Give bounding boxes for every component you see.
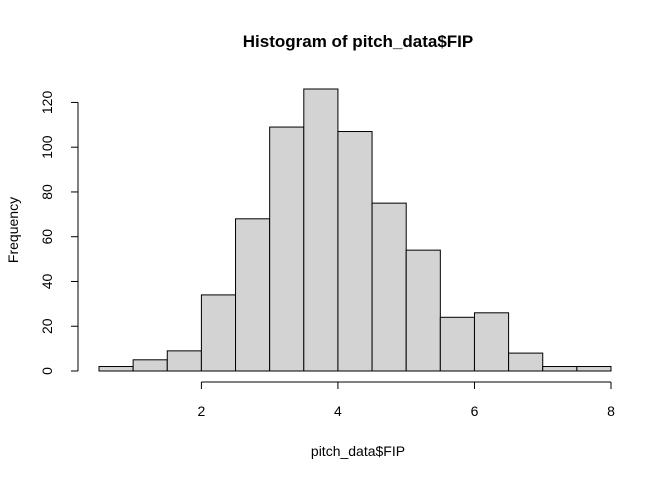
y-axis: 0 20 40 60 80 100 120 bbox=[39, 91, 79, 375]
histogram-bar bbox=[166, 350, 202, 372]
y-tick-label: 60 bbox=[39, 229, 55, 245]
histogram-bar bbox=[576, 366, 612, 372]
histogram-bar bbox=[439, 316, 475, 372]
histogram-bar bbox=[200, 294, 237, 372]
histogram-bar bbox=[98, 366, 134, 372]
histogram-bar bbox=[337, 131, 373, 372]
y-tick-label: 20 bbox=[39, 318, 55, 334]
histogram-bar bbox=[371, 202, 407, 372]
histogram-bar bbox=[508, 352, 544, 372]
histogram-bar bbox=[303, 88, 339, 372]
x-tick-label: 8 bbox=[607, 403, 615, 419]
histogram-bar bbox=[542, 366, 578, 372]
histogram-bars bbox=[98, 88, 612, 372]
y-tick-label: 40 bbox=[39, 273, 55, 289]
histogram-bar bbox=[473, 312, 510, 372]
y-axis-label: Frequency bbox=[5, 197, 21, 263]
x-tick-label: 6 bbox=[471, 403, 479, 419]
histogram-bar bbox=[235, 218, 271, 372]
y-tick-label: 0 bbox=[39, 367, 55, 375]
histogram-bar bbox=[132, 359, 168, 372]
x-tick-label: 2 bbox=[198, 403, 206, 419]
histogram-bar bbox=[269, 126, 305, 372]
x-tick-label: 4 bbox=[334, 403, 342, 419]
chart-title: Histogram of pitch_data$FIP bbox=[243, 32, 473, 51]
x-axis: 2 4 6 8 bbox=[198, 381, 615, 419]
x-axis-label: pitch_data$FIP bbox=[311, 443, 405, 459]
histogram-bar bbox=[405, 249, 441, 372]
y-tick-label: 100 bbox=[39, 135, 55, 159]
y-tick-label: 120 bbox=[39, 91, 55, 115]
y-tick-label: 80 bbox=[39, 184, 55, 200]
